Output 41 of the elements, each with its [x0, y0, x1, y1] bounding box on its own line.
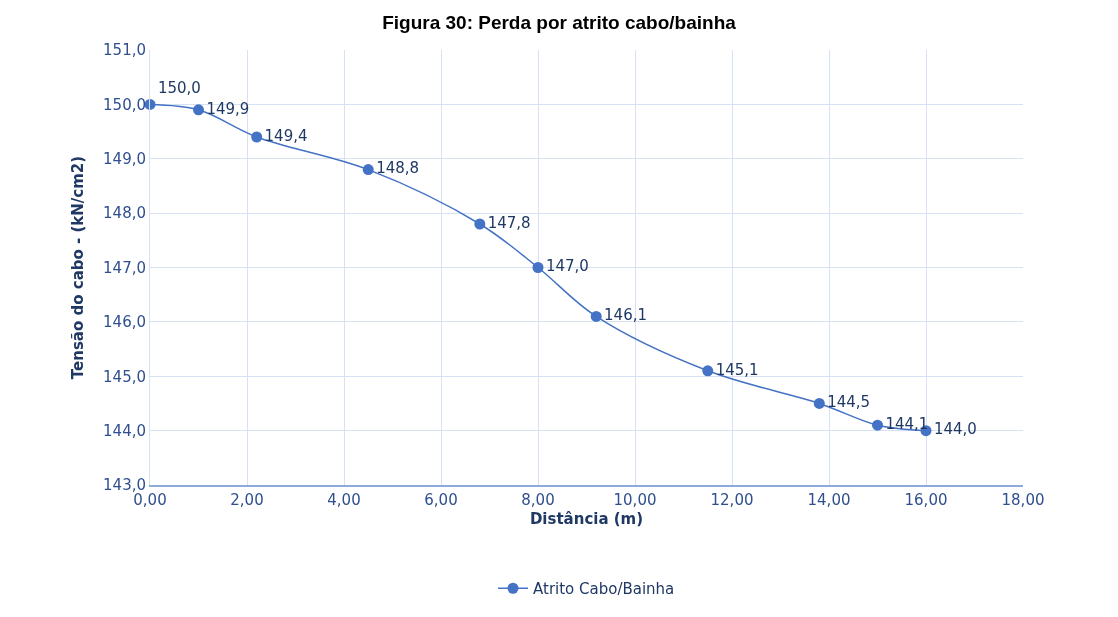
- data-label: 145,1: [715, 360, 759, 379]
- y-tick-label: 147,0: [103, 258, 146, 277]
- y-tick-label: 146,0: [103, 313, 146, 332]
- point: [813, 397, 825, 409]
- data-label: 147,0: [545, 257, 589, 276]
- data-label: 144,5: [827, 393, 871, 412]
- point: [193, 104, 204, 116]
- y-tick-label: 144,0: [103, 421, 146, 440]
- data-label: 144,0: [933, 420, 977, 439]
- x-tick-label: 4,00: [327, 490, 361, 509]
- data-label: 146,1: [604, 306, 648, 325]
- point: [702, 365, 714, 377]
- x-tick-label: 14,00: [807, 490, 851, 509]
- x-axis-title: Distância (m): [529, 510, 644, 529]
- x-tick-label: 2,00: [230, 490, 264, 509]
- x-tick-label: 6,00: [424, 490, 458, 509]
- y-tick-label: 149,0: [103, 150, 146, 168]
- point: [532, 262, 544, 273]
- legend-label: Atrito Cabo/Bainha: [533, 580, 675, 599]
- point: [590, 310, 602, 322]
- data-label: 150,0: [157, 78, 201, 97]
- point: [362, 164, 374, 176]
- data-label: 149,4: [264, 126, 308, 145]
- x-tick-label: 18,00: [1001, 490, 1045, 509]
- data-label: 144,1: [885, 414, 929, 433]
- data-label: 149,9: [206, 99, 250, 118]
- data-label: 147,8: [487, 213, 531, 232]
- y-axis-title: Tensão do cabo - (kN/cm2): [69, 155, 88, 380]
- point: [474, 218, 486, 230]
- x-tick-label: 16,00: [904, 490, 948, 509]
- y-tick-label: 148,0: [103, 204, 146, 223]
- point: [251, 131, 263, 143]
- point: [872, 419, 883, 431]
- y-tick-label: 150,0: [103, 95, 146, 114]
- x-tick-label: 10,00: [613, 490, 657, 509]
- x-tick-label: 8,00: [521, 490, 555, 509]
- chart-title: Figura 30: Perda por atrito cabo/bainha: [382, 11, 737, 33]
- y-tick-label: 145,0: [103, 367, 146, 386]
- x-tick-label: 12,00: [710, 490, 754, 509]
- data-label: 148,8: [376, 159, 420, 178]
- y-tick-label: 151,0: [103, 41, 146, 60]
